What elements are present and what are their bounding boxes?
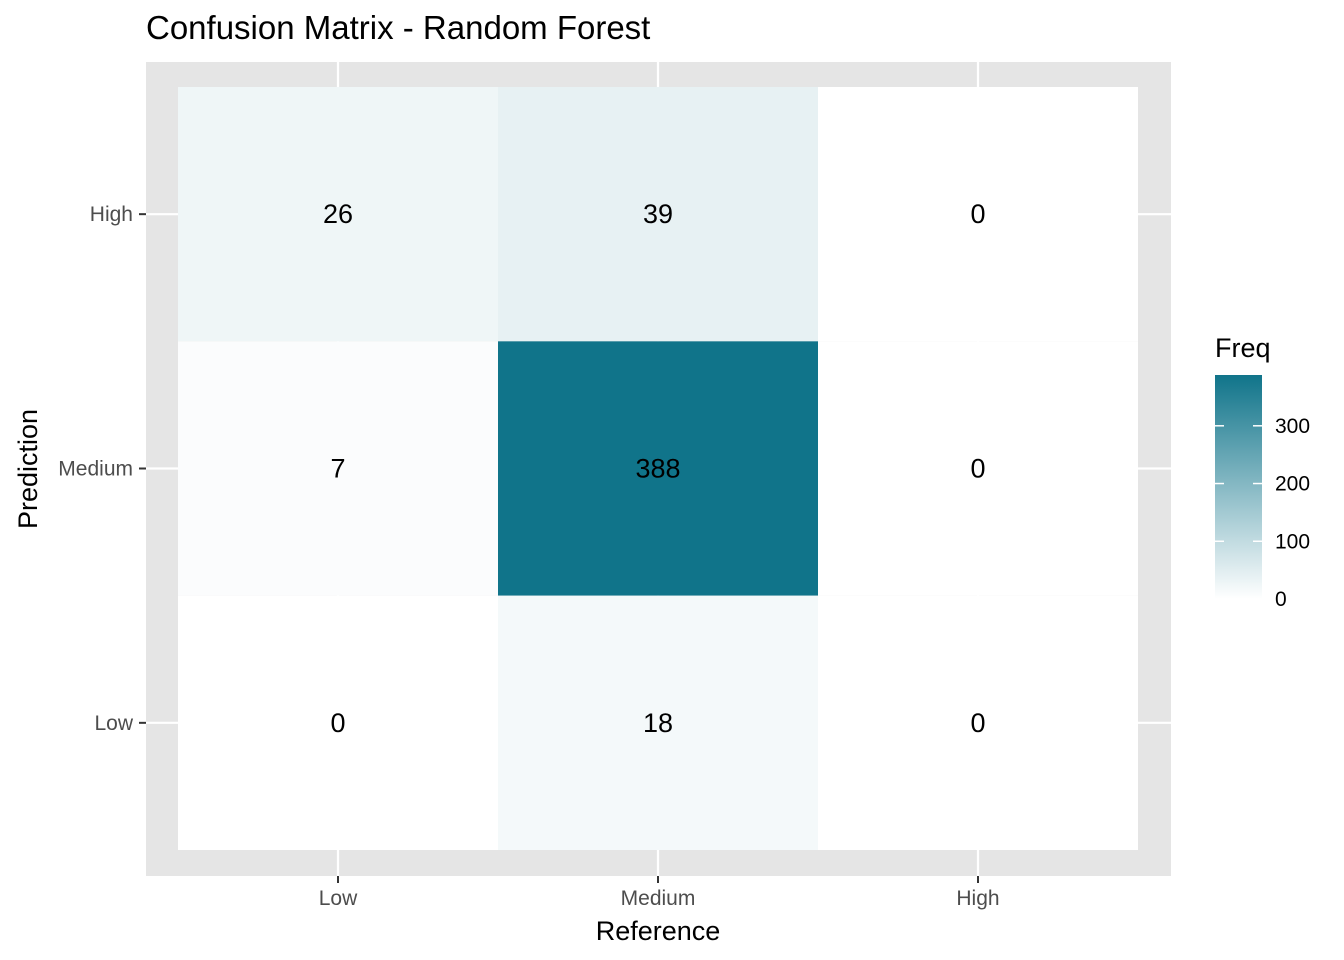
legend: Freq 0 100 200 300 (1215, 333, 1310, 611)
heatmap-cell (178, 595, 498, 850)
cell-value-label: 0 (970, 708, 985, 738)
x-tick-label: Medium (621, 887, 696, 910)
heatmap-cell (178, 341, 498, 596)
cell-value-label: 0 (970, 454, 985, 484)
legend-tick-label: 200 (1275, 473, 1310, 496)
heatmap-cell (818, 341, 1138, 596)
cell-value-label: 39 (643, 199, 673, 229)
x-tick-label: Low (319, 887, 358, 910)
cell-value-label: 388 (635, 454, 680, 484)
chart-title: Confusion Matrix - Random Forest (146, 9, 650, 46)
x-axis-title: Reference (596, 916, 721, 946)
legend-title: Freq (1215, 333, 1271, 363)
legend-colorbar (1215, 375, 1262, 599)
cell-value-label: 18 (643, 708, 673, 738)
x-axis: Low Medium High (319, 876, 1000, 910)
legend-tick-label: 100 (1275, 530, 1310, 553)
heatmap-cell (498, 87, 818, 342)
cell-value-label: 26 (323, 199, 353, 229)
legend-tick-label: 0 (1275, 588, 1287, 611)
y-axis-title: Prediction (13, 409, 43, 529)
heatmap-cell (498, 595, 818, 850)
heatmap-cells (178, 87, 1138, 850)
legend-ticks: 0 100 200 300 (1215, 415, 1310, 611)
y-tick-label: Medium (58, 458, 133, 481)
cell-value-label: 0 (330, 708, 345, 738)
legend-tick-label: 300 (1275, 415, 1310, 438)
y-tick-label: High (90, 203, 133, 226)
y-axis: Low Medium High (58, 203, 146, 735)
heatmap-cell-labels: 26 39 0 7 388 0 0 18 0 (323, 199, 986, 738)
x-tick-label: High (956, 887, 999, 910)
cell-value-label: 0 (970, 199, 985, 229)
heatmap-cell (818, 595, 1138, 850)
heatmap-cell (178, 87, 498, 342)
heatmap-cell (818, 87, 1138, 342)
cell-value-label: 7 (330, 454, 345, 484)
y-tick-label: Low (94, 712, 133, 735)
heatmap-cell (498, 341, 818, 596)
